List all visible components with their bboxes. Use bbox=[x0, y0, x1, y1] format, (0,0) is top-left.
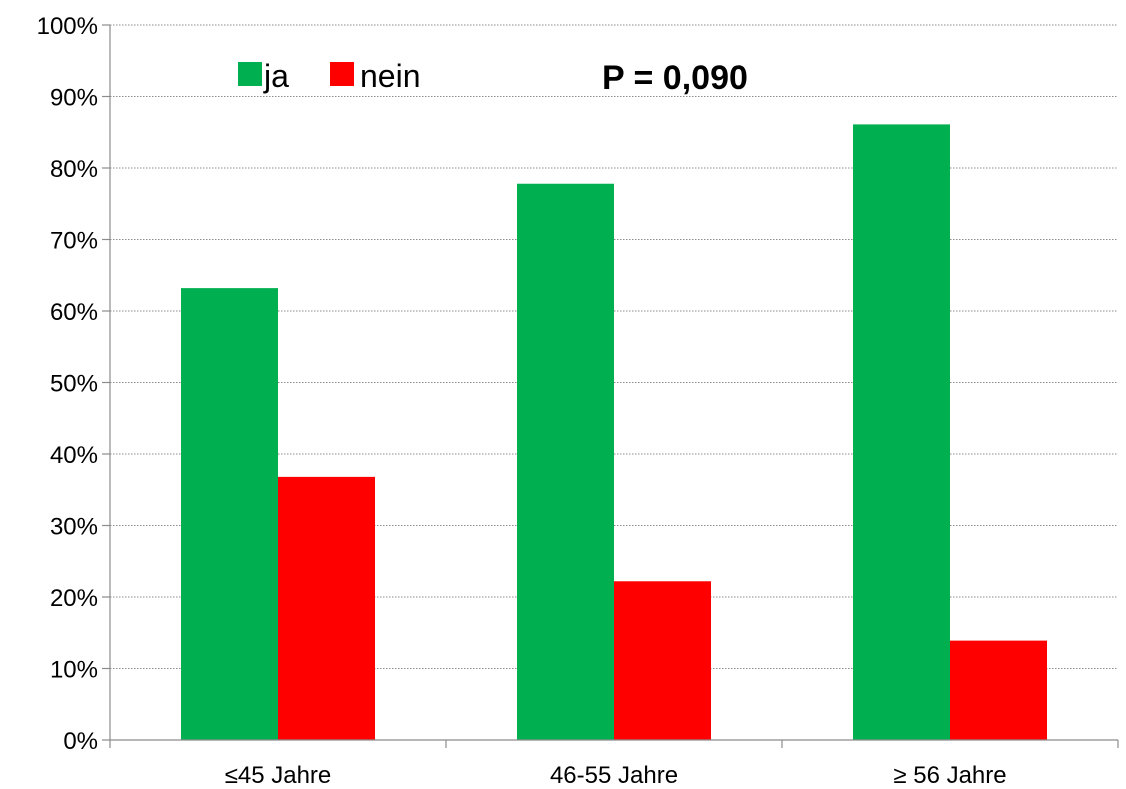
y-tick-label: 40% bbox=[50, 442, 98, 469]
y-tick-label: 50% bbox=[50, 371, 98, 398]
legend-label-nein: nein bbox=[360, 58, 421, 94]
y-tick-label: 70% bbox=[50, 228, 98, 255]
y-tick-label: 90% bbox=[50, 85, 98, 112]
y-tick-label: 20% bbox=[50, 585, 98, 612]
x-category-label: ≥ 56 Jahre bbox=[893, 762, 1006, 789]
x-category-label: 46-55 Jahre bbox=[550, 762, 678, 789]
bar-ja-0 bbox=[181, 288, 278, 740]
y-tick-label: 30% bbox=[50, 514, 98, 541]
x-axis-tick-labels: ≤45 Jahre 46-55 Jahre ≥ 56 Jahre bbox=[225, 762, 1007, 789]
y-tick-label: 0% bbox=[63, 728, 98, 755]
bar-nein-2 bbox=[950, 640, 1047, 740]
axes bbox=[109, 25, 1119, 748]
bar-nein-0 bbox=[278, 476, 375, 740]
bars bbox=[181, 124, 1047, 741]
legend-swatch-ja bbox=[238, 62, 262, 86]
x-category-label: ≤45 Jahre bbox=[225, 762, 332, 789]
y-tick-label: 10% bbox=[50, 657, 98, 684]
legend-swatch-nein bbox=[330, 62, 354, 86]
p-value-annotation: P = 0,090 bbox=[602, 59, 748, 97]
bar-nein-1 bbox=[614, 581, 711, 740]
legend-label-ja: ja bbox=[263, 58, 289, 94]
y-axis-tick-labels: 0% 10% 20% 30% 40% 50% 60% 70% 80% 90% 100% bbox=[37, 13, 110, 755]
y-tick-label: 80% bbox=[50, 156, 98, 183]
bar-ja-2 bbox=[853, 124, 950, 740]
legend: ja nein bbox=[238, 58, 421, 94]
y-tick-label: 60% bbox=[50, 299, 98, 326]
y-tick-label: 100% bbox=[37, 13, 98, 40]
bar-ja-1 bbox=[517, 183, 614, 741]
